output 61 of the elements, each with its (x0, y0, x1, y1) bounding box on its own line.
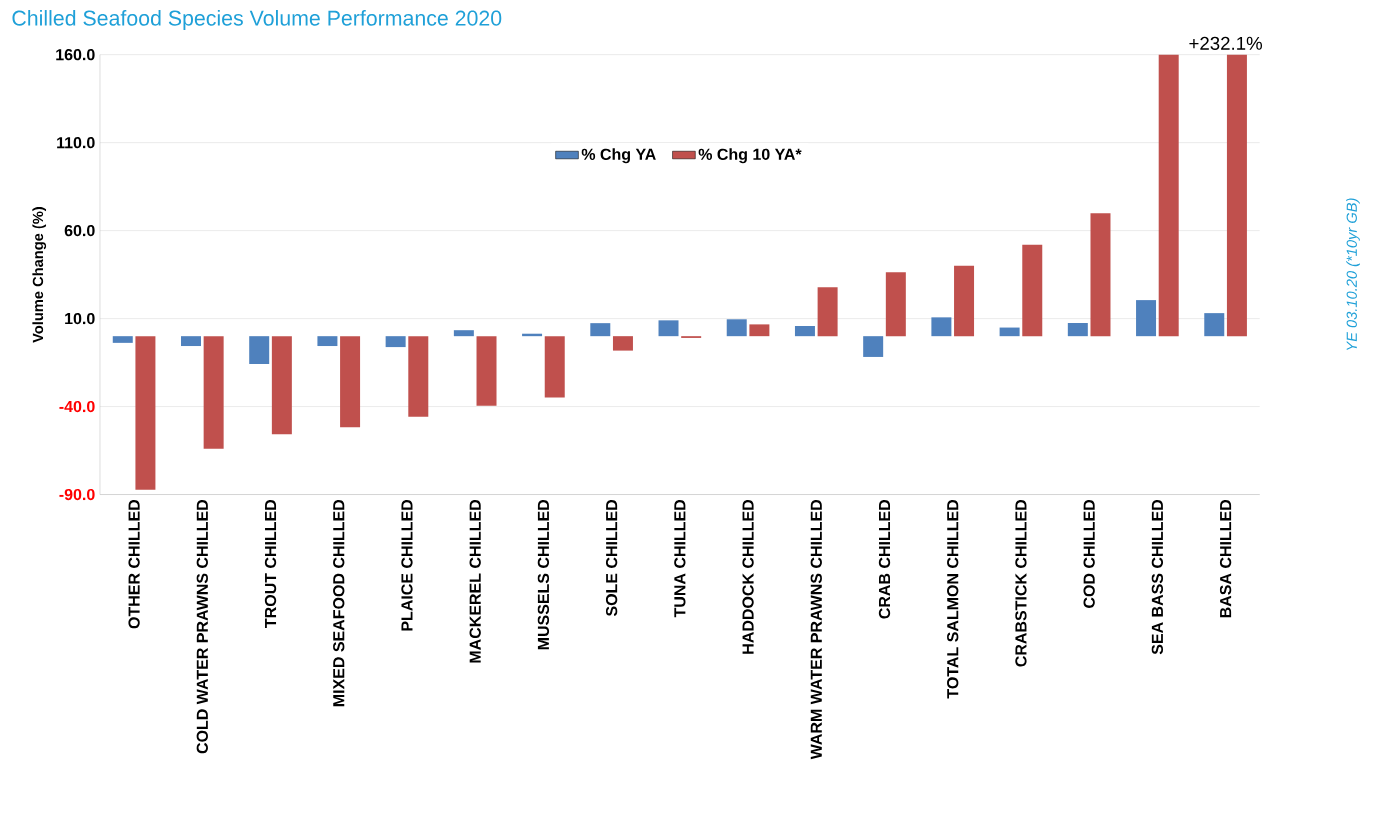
bar (112, 335, 133, 343)
text: YE 03.10.20 (*10yr GB) (1346, 198, 1360, 350)
bar (453, 329, 474, 336)
x-tick-label: PLAICE CHILLED (401, 499, 413, 631)
bar (408, 335, 429, 417)
bar (885, 272, 906, 336)
chart-title: Chilled Seafood Species Volume Performance 2020 (12, 9, 502, 30)
bar (1204, 312, 1225, 336)
bar (726, 319, 747, 336)
legend-label: % Chg YA (581, 148, 656, 163)
bar (271, 335, 292, 435)
annotation: +232.1% (1189, 36, 1263, 50)
bar (180, 335, 201, 346)
legend-label: % Chg 10 YA* (698, 148, 802, 163)
bar (658, 320, 679, 336)
bar (340, 335, 361, 428)
bar (612, 335, 633, 351)
y-tick-label: 110.0 (57, 136, 95, 149)
y-axis-title: Volume Change (%) (32, 206, 47, 343)
y-tick-label: -90.0 (59, 488, 95, 500)
y-tick-label: 60.0 (64, 224, 95, 237)
x-tick-label: MUSSELS CHILLED (537, 499, 550, 650)
y-tick-label: 10.0 (65, 312, 95, 325)
y-tick-label: -40.0 (59, 400, 95, 412)
bar (1067, 322, 1088, 336)
bar (1022, 244, 1043, 336)
x-tick-label: BASA CHILLED (1219, 499, 1232, 618)
bar (954, 265, 975, 336)
x-tick-label: SEA BASS CHILLED (1151, 499, 1164, 655)
y-tick-label: 160.0 (56, 48, 95, 61)
bar (1136, 299, 1157, 336)
x-tick-label: MACKEREL CHILLED (469, 499, 481, 663)
bar (1090, 213, 1111, 336)
bar (249, 335, 270, 364)
bar (999, 327, 1020, 336)
x-tick-label: MIXED SEAFOOD CHILLED (333, 499, 345, 706)
x-tick-label: WARM WATER PRAWNS CHILLED (810, 499, 822, 760)
x-tick-label: CRAB CHILLED (878, 499, 891, 619)
x-tick-label: TOTAL SALMON CHILLED (947, 499, 959, 699)
bar (931, 317, 952, 336)
bar (203, 335, 224, 449)
x-tick-label: SOLE CHILLED (605, 499, 618, 616)
bar (817, 287, 838, 336)
bar (135, 335, 156, 490)
x-tick-label: TROUT CHILLED (264, 499, 277, 628)
bar (749, 324, 770, 336)
x-tick-label: CRABSTICK CHILLED (1015, 499, 1027, 667)
x-tick-label: COLD WATER PRAWNS CHILLED (196, 499, 208, 754)
bar (1226, 54, 1247, 336)
bar (544, 335, 565, 398)
bar (863, 335, 884, 357)
bar (476, 335, 497, 406)
bar (1158, 54, 1179, 336)
bar (317, 335, 338, 346)
bar (590, 322, 611, 336)
x-tick-label: HADDOCK CHILLED (742, 499, 754, 654)
x-tick-label: COD CHILLED (1083, 499, 1095, 608)
bar (794, 325, 815, 336)
bar (385, 335, 406, 347)
x-tick-label: TUNA CHILLED (674, 499, 686, 618)
x-tick-label: OTHER CHILLED (128, 499, 140, 629)
